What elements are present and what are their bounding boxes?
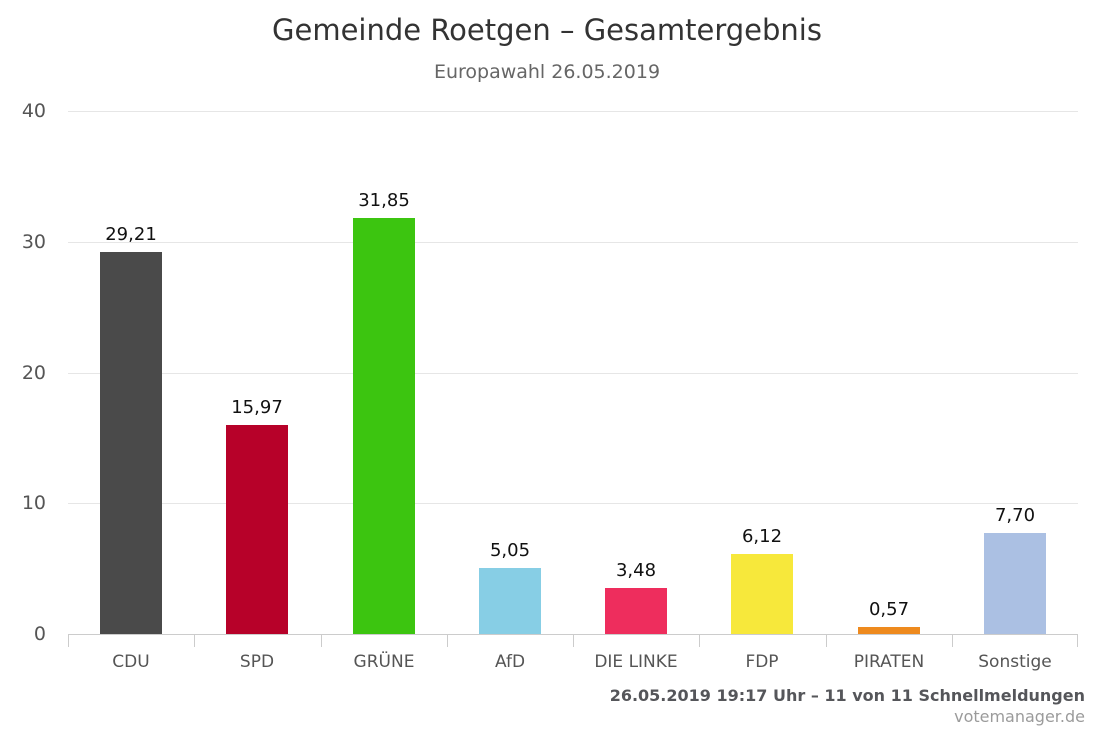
bar-SPD[interactable] <box>226 425 288 634</box>
x-axis-category-label: GRÜNE <box>353 652 415 672</box>
x-axis-category-label: DIE LINKE <box>594 652 678 672</box>
bar-Sonstige[interactable] <box>984 533 1046 634</box>
x-axis-category-label: PIRATEN <box>853 652 925 672</box>
x-axis-category-label: AfD <box>494 652 526 672</box>
y-axis-tick-label: 30 <box>21 230 46 253</box>
x-axis-tick <box>699 635 700 647</box>
x-axis-tick <box>952 635 953 647</box>
x-axis-tick <box>194 635 195 647</box>
x-axis-category-label: FDP <box>745 652 779 672</box>
x-axis-tick <box>573 635 574 647</box>
bar-value-label: 0,57 <box>868 599 910 620</box>
bar-value-label: 15,97 <box>231 397 283 418</box>
bar-CDU[interactable] <box>100 252 162 634</box>
chart-footer: 26.05.2019 19:17 Uhr – 11 von 11 Schnell… <box>610 685 1085 727</box>
bar-value-label: 3,48 <box>615 560 657 581</box>
report-status-text: 26.05.2019 19:17 Uhr – 11 von 11 Schnell… <box>609 686 1085 705</box>
bar-PIRATEN[interactable] <box>858 627 920 634</box>
plot-area: 29,21 CDU 15,97 SPD 31,85 GRÜNE 5,05 AfD 3,48 DIE… <box>68 111 1078 672</box>
x-axis-tick <box>68 635 69 647</box>
y-axis-tick-label: 40 <box>21 100 46 122</box>
gridline <box>68 372 1078 374</box>
bar-AfD[interactable] <box>479 568 541 634</box>
bar-value-label: 5,05 <box>489 540 531 561</box>
bar-DIE LINKE[interactable] <box>605 588 667 634</box>
chart-subtitle: Europawahl 26.05.2019 <box>433 61 661 83</box>
bar-value-label: 29,21 <box>105 224 157 245</box>
chart-title: Gemeinde Roetgen – Gesamtergebnis <box>272 13 822 47</box>
y-axis-tick-label: 0 <box>33 623 46 645</box>
x-axis-category-label: CDU <box>112 652 150 672</box>
x-axis-tick <box>1077 635 1078 647</box>
bar-FDP[interactable] <box>731 554 793 634</box>
y-axis: 40 30 20 10 0 <box>0 100 46 645</box>
gridline <box>68 503 1078 505</box>
x-axis-tick <box>826 635 827 647</box>
x-axis-tick <box>447 635 448 647</box>
bar-value-label: 31,85 <box>358 190 410 211</box>
credits-link[interactable]: votemanager.de <box>954 707 1085 726</box>
bar-value-label: 7,70 <box>994 505 1036 526</box>
y-axis-tick-label: 10 <box>21 492 46 515</box>
gridline <box>68 241 1078 243</box>
bar-GRÜNE[interactable] <box>353 218 415 634</box>
bar-value-label: 6,12 <box>741 526 783 547</box>
x-axis-line <box>68 634 1078 635</box>
gridline <box>68 111 1078 112</box>
x-axis-category-label: SPD <box>239 652 275 672</box>
x-axis-category-label: Sonstige <box>978 652 1052 672</box>
x-axis-tick <box>321 635 322 647</box>
y-axis-tick-label: 20 <box>21 361 46 384</box>
